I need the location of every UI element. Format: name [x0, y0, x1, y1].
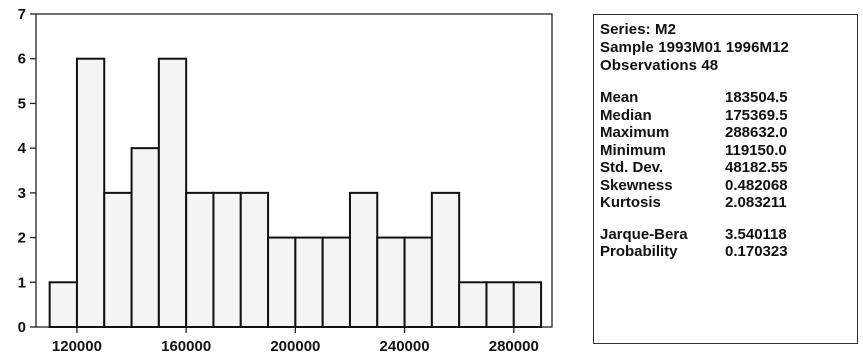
stat-label: Kurtosis — [600, 194, 661, 211]
histogram-bar — [48, 281, 78, 329]
descriptive-stats-panel: Series: M2 Sample 1993M01 1996M12 Observ… — [593, 14, 858, 344]
histogram-bar — [321, 236, 351, 329]
y-tick-label: 2 — [18, 230, 26, 247]
x-tick-label: 160000 — [161, 338, 211, 355]
stat-label: Minimum — [600, 141, 666, 159]
stat-value: 2.083211 — [725, 194, 787, 211]
y-tick-label: 4 — [18, 140, 27, 157]
stat-value: 119150.0 — [725, 141, 787, 159]
stat-value: 288632.0 — [725, 124, 788, 141]
y-axis: 0 1 2 3 4 5 6 7 — [18, 6, 36, 336]
stat-row-kurtosis: Kurtosis 2.083211 — [600, 194, 851, 212]
stat-value: 183504.5 — [725, 89, 788, 106]
histogram-bar — [512, 281, 543, 329]
stat-row-mean: Mean 183504.5 — [600, 89, 851, 107]
histogram-bar — [403, 236, 433, 329]
histogram-bar — [103, 191, 133, 328]
stat-label: Skewness — [600, 176, 673, 194]
stat-row-probability: Probability 0.170323 — [600, 243, 851, 261]
stat-label: Std. Dev. — [600, 159, 664, 176]
stat-value: 175369.5 — [725, 106, 788, 124]
histogram-bar — [130, 147, 160, 328]
stat-label: Jarque-Bera — [600, 225, 688, 243]
histogram-bar — [458, 281, 488, 329]
histogram-bar — [348, 191, 379, 328]
x-tick-label: 240000 — [380, 338, 430, 355]
y-tick-label: 7 — [18, 6, 26, 23]
histogram-bar — [376, 236, 406, 329]
y-tick-label: 6 — [18, 51, 26, 68]
histogram-bar — [267, 236, 297, 329]
stat-value: 3.540118 — [725, 225, 787, 243]
histogram-bar — [294, 236, 324, 329]
x-tick-label: 280000 — [489, 338, 539, 355]
stat-row-minimum: Minimum 119150.0 — [600, 142, 851, 160]
observations-count: Observations 48 — [600, 57, 719, 74]
histogram-chart: 0 1 2 3 4 5 6 7 120000 160000 200000 240000 280000 — [18, 6, 553, 355]
stat-label: Probability — [600, 243, 678, 260]
stat-label: Median — [600, 106, 652, 124]
bars — [48, 57, 543, 329]
histogram-bar — [157, 57, 188, 329]
histogram-bar — [239, 191, 270, 328]
stat-value: 48182.55 — [725, 159, 788, 176]
y-tick-label: 1 — [18, 274, 26, 291]
stat-value: 0.482068 — [725, 176, 788, 194]
x-tick-label: 120000 — [52, 338, 102, 355]
stat-label: Mean — [600, 89, 639, 106]
x-tick-label: 200000 — [270, 338, 320, 355]
y-tick-label: 3 — [18, 185, 26, 202]
stat-value: 0.170323 — [725, 243, 788, 260]
series-name: Series: M2 — [600, 21, 677, 38]
histogram-bar — [430, 191, 461, 328]
histogram-bar — [485, 281, 515, 329]
y-tick-label: 5 — [18, 95, 26, 112]
stat-label: Maximum — [600, 124, 670, 141]
stat-row-median: Median 175369.5 — [600, 107, 851, 125]
x-axis: 120000 160000 200000 240000 280000 — [52, 327, 539, 355]
stat-row-skewness: Skewness 0.482068 — [600, 177, 851, 195]
y-tick-label: 0 — [18, 319, 26, 336]
stat-row-jarque-bera: Jarque-Bera 3.540118 — [600, 226, 851, 244]
sample-range: Sample 1993M01 1996M12 — [600, 39, 789, 56]
stat-row-std-dev: Std. Dev. 48182.55 — [600, 159, 851, 177]
histogram-bar — [212, 191, 242, 328]
stat-row-maximum: Maximum 288632.0 — [600, 124, 851, 142]
histogram-bar — [75, 57, 106, 329]
histogram-bar — [185, 191, 215, 328]
